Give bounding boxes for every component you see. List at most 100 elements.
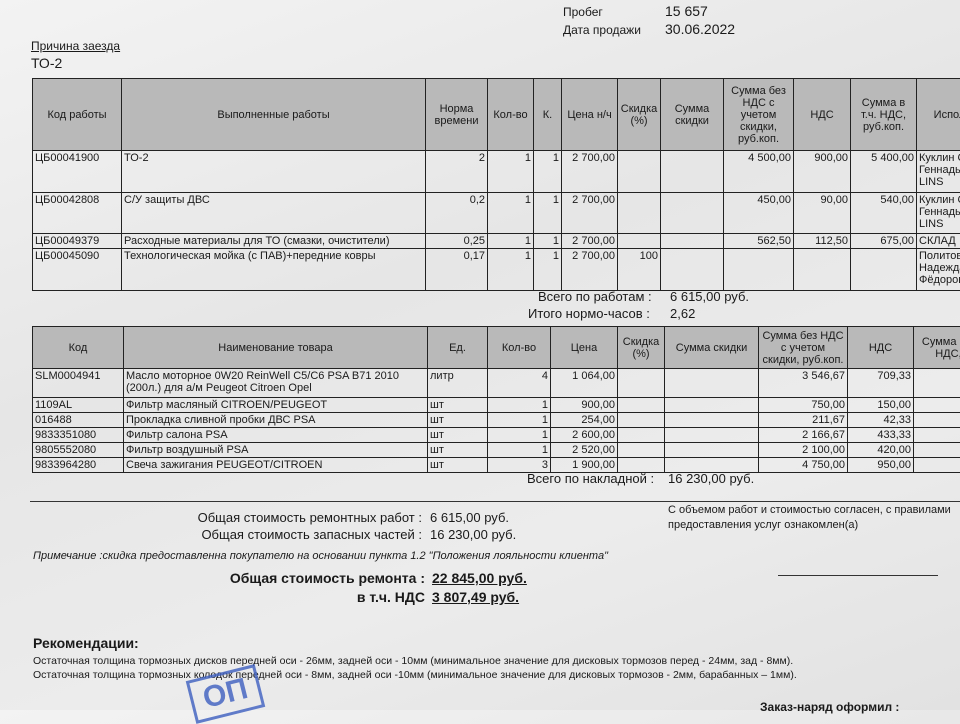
column-header: Цена н/ч <box>562 79 618 151</box>
sale-date-label: Дата продажи <box>563 23 641 37</box>
table-cell <box>665 398 759 413</box>
table-cell: 2 <box>426 151 488 193</box>
table-cell <box>618 398 665 413</box>
table-cell: 1 <box>488 443 551 458</box>
table-cell: 016488 <box>33 413 124 428</box>
table-cell <box>618 234 661 249</box>
table-cell: Политова Надежда Фёдоров <box>917 249 960 291</box>
table-cell: 1 <box>534 151 562 193</box>
table-cell: 3 546,67 <box>759 369 848 398</box>
table-cell: 2 100,00 <box>759 443 848 458</box>
table-cell: ЦБ00042808 <box>33 193 122 234</box>
table-cell <box>661 193 724 234</box>
column-header: Испол <box>917 79 960 151</box>
agreement-text: С объемом работ и стоимостью согласен, с… <box>668 503 958 533</box>
table-cell: шт <box>428 413 488 428</box>
table-cell: 2 700,00 <box>562 193 618 234</box>
table-cell: SLM0004941 <box>33 369 124 398</box>
column-header: Норма времени <box>426 79 488 151</box>
table-cell: 1 <box>488 398 551 413</box>
table-cell <box>618 428 665 443</box>
column-header: Сумма скидки <box>661 79 724 151</box>
table-cell <box>914 398 960 413</box>
table-cell: Расходные материалы для ТО (смазки, очис… <box>122 234 426 249</box>
table-cell: 4 <box>488 369 551 398</box>
table-cell: 1 <box>534 234 562 249</box>
vat-value: 3 807,49 руб. <box>432 589 519 605</box>
hours-total-label: Итого нормо-часов : <box>528 306 650 321</box>
table-cell: Технологическая мойка (с ПАВ)+передние к… <box>122 249 426 291</box>
column-header: НДС <box>848 327 914 369</box>
recommendations-title: Рекомендации: <box>33 635 139 651</box>
table-cell: Куклин С Геннадье LINS <box>917 151 960 193</box>
table-cell: 112,50 <box>794 234 851 249</box>
parts-total-label: Всего по накладной : <box>527 471 654 486</box>
table-cell <box>724 249 794 291</box>
table-cell: 1 <box>488 193 534 234</box>
table-cell: 750,00 <box>759 398 848 413</box>
table-cell: 9833964280 <box>33 458 124 473</box>
table-cell: 4 500,00 <box>724 151 794 193</box>
table-cell: Прокладка сливной пробки ДВС PSA <box>124 413 428 428</box>
recommendation-line: Остаточная толщина тормозных колодок пер… <box>33 669 797 681</box>
works-cost-label: Общая стоимость ремонтных работ : <box>180 510 422 525</box>
table-cell: 2 700,00 <box>562 234 618 249</box>
table-cell: 4 750,00 <box>759 458 848 473</box>
table-cell: 2 600,00 <box>551 428 618 443</box>
table-cell: С/У защиты ДВС <box>122 193 426 234</box>
table-cell: 9805552080 <box>33 443 124 458</box>
column-header: Цена <box>551 327 618 369</box>
table-cell: 9833351080 <box>33 428 124 443</box>
table-cell: 1 <box>488 249 534 291</box>
sale-date-value: 30.06.2022 <box>665 21 735 37</box>
table-cell: 1 <box>534 249 562 291</box>
signature-line <box>778 575 938 576</box>
table-cell: 90,00 <box>794 193 851 234</box>
table-cell: Масло моторное 0W20 ReinWell C5/C6 PSA B… <box>124 369 428 398</box>
table-cell: ЦБ00041900 <box>33 151 122 193</box>
works-cost-value: 6 615,00 руб. <box>430 510 509 525</box>
parts-total-value: 16 230,00 руб. <box>668 471 754 486</box>
table-cell: 2 700,00 <box>562 249 618 291</box>
table-cell: Фильтр масляный CITROEN/PEUGEOT <box>124 398 428 413</box>
table-cell: 420,00 <box>848 443 914 458</box>
table-cell: 1 <box>488 428 551 443</box>
table-cell <box>914 458 960 473</box>
reason-label: Причина заезда <box>31 39 120 53</box>
table-cell: 2 700,00 <box>562 151 618 193</box>
table-cell: Фильтр салона PSA <box>124 428 428 443</box>
table-cell: 254,00 <box>551 413 618 428</box>
table-cell: шт <box>428 398 488 413</box>
table-cell: шт <box>428 443 488 458</box>
reason-value: ТО-2 <box>31 55 62 71</box>
table-cell <box>661 249 724 291</box>
table-cell: Фильтр воздушный PSA <box>124 443 428 458</box>
column-header: Код <box>33 327 124 369</box>
discount-note: Примечание :скидка предоставленна покупа… <box>33 550 608 562</box>
table-cell <box>665 428 759 443</box>
table-cell: 950,00 <box>848 458 914 473</box>
table-cell: 1 <box>534 193 562 234</box>
column-header: Сумма в т.ч. НДС, руб.коп. <box>851 79 917 151</box>
recommendation-line: Остаточная толщина тормозных дисков пере… <box>33 655 793 667</box>
table-cell <box>618 151 661 193</box>
table-cell: 100 <box>618 249 661 291</box>
order-issued-label: Заказ-наряд оформил : <box>760 700 899 714</box>
table-cell: ТО-2 <box>122 151 426 193</box>
table-cell <box>661 234 724 249</box>
table-cell <box>661 151 724 193</box>
table-cell: литр <box>428 369 488 398</box>
table-cell <box>618 193 661 234</box>
table-cell: 1109AL <box>33 398 124 413</box>
table-cell: Свеча зажигания PEUGEOT/CITROEN <box>124 458 428 473</box>
table-cell: 5 400,00 <box>851 151 917 193</box>
column-header: Наименование товара <box>124 327 428 369</box>
column-header: Ед. <box>428 327 488 369</box>
hours-total-value: 2,62 <box>670 306 695 321</box>
